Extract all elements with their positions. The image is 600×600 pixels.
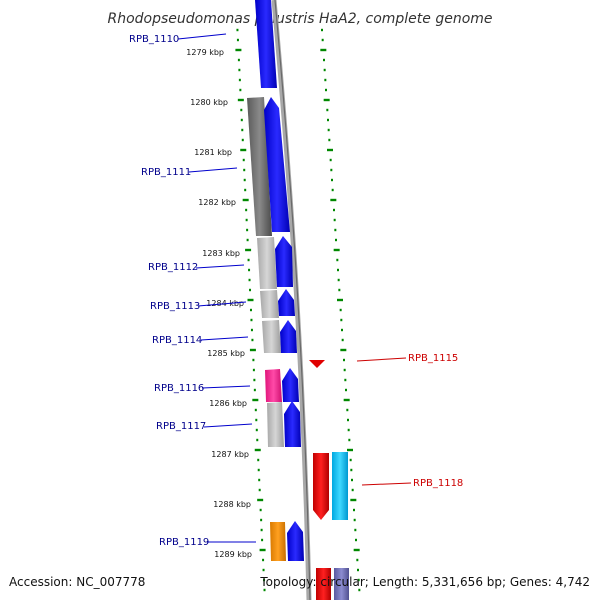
gene-arrow-rpb-1116[interactable] [282, 368, 299, 402]
gene-label-rpb-1118[interactable]: RPB_1118 [413, 478, 463, 489]
genome-backbone-shade [274, 0, 311, 600]
feature-block-1114 [262, 320, 281, 353]
feature-block-1117 [267, 402, 284, 447]
reverse-label-leaders [356, 357, 412, 486]
gene-arrow-rpb-1112[interactable] [275, 236, 293, 287]
accession-text: Accession: NC_007778 [9, 575, 145, 589]
feature-block-1119 [270, 522, 286, 561]
scale-tick-label: 1286 kbp [209, 399, 247, 408]
map-title: Rhodopseudomonas palustris HaA2, complet… [107, 11, 492, 27]
scale-tick-label: 1281 kbp [194, 148, 232, 157]
gene-label-rpb-1117[interactable]: RPB_1117 [156, 421, 206, 432]
gene-arrow-rpb-1115[interactable] [309, 360, 325, 368]
feature-block-1116 [265, 369, 282, 402]
feature-block-1113 [260, 290, 279, 318]
gene-label-rpb-1115[interactable]: RPB_1115 [408, 353, 458, 364]
gene-label-rpb-1111[interactable]: RPB_1111 [141, 167, 191, 178]
feature-block-next-a [316, 568, 331, 600]
gene-label-rpb-1113[interactable]: RPB_1113 [150, 301, 200, 312]
gene-label-rpb-1119[interactable]: RPB_1119 [159, 537, 209, 548]
gene-arrow-rpb-1117[interactable] [284, 401, 301, 447]
scale-tick-label: 1280 kbp [190, 98, 228, 107]
topology-text: Topology: circular; Length: 5,331,656 bp… [259, 575, 590, 589]
gene-arrow-rpb-1114[interactable] [280, 320, 297, 353]
scale-tick-label: 1279 kbp [186, 48, 224, 57]
scale-tick-label: 1285 kbp [207, 349, 245, 358]
scale-tick-label: 1287 kbp [211, 450, 249, 459]
gene-label-rpb-1112[interactable]: RPB_1112 [148, 262, 198, 273]
gene-label-rpb-1110[interactable]: RPB_1110 [129, 34, 179, 45]
gene-arrow-rpb-1110[interactable] [255, 0, 277, 88]
genome-backbone [271, 0, 312, 600]
feature-block-1118 [332, 452, 348, 520]
gene-arrow-rpb-1119[interactable] [287, 521, 304, 561]
feature-block-next-b [334, 568, 349, 600]
scale-tick-label: 1289 kbp [214, 550, 252, 559]
scale-tick-label: 1283 kbp [202, 249, 240, 258]
gene-arrow-rpb-1111[interactable] [264, 97, 290, 232]
gene-label-rpb-1114[interactable]: RPB_1114 [152, 335, 202, 346]
scale-ticks-right [320, 28, 361, 592]
feature-block-1112 [257, 237, 277, 289]
forward-label-leaders [177, 33, 256, 543]
scale-tick-label: 1282 kbp [198, 198, 236, 207]
gene-arrow-rpb-1113[interactable] [278, 289, 295, 316]
gene-label-rpb-1116[interactable]: RPB_1116 [154, 383, 204, 394]
gene-arrow-rpb-1118[interactable] [313, 453, 329, 520]
scale-ticks-left [235, 28, 266, 592]
scale-tick-label: 1288 kbp [213, 500, 251, 509]
